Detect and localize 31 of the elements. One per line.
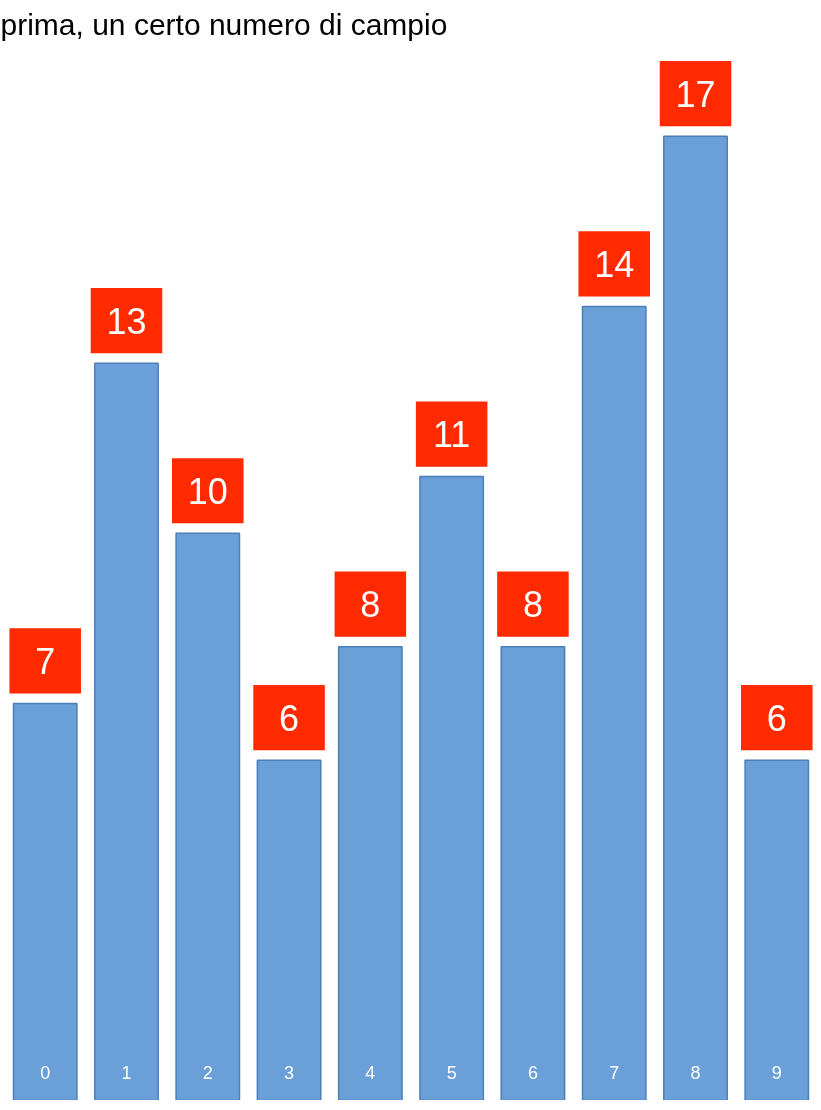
x-tick-label: 9 (771, 1062, 782, 1083)
x-tick-label: 8 (690, 1062, 701, 1083)
data-label: 8 (522, 584, 543, 626)
x-tick-label: 5 (446, 1062, 457, 1083)
data-label: 6 (279, 697, 300, 739)
x-tick-label: 4 (365, 1062, 376, 1083)
data-label: 14 (594, 243, 635, 285)
data-label: 13 (106, 300, 147, 342)
data-label: 10 (187, 470, 228, 512)
bar (256, 759, 322, 1100)
bar (500, 645, 566, 1100)
x-tick-label: 7 (609, 1062, 620, 1083)
bar (337, 645, 403, 1100)
bar (744, 759, 810, 1100)
data-label: 17 (675, 73, 716, 115)
x-tick-label: 6 (527, 1062, 538, 1083)
data-label: 8 (360, 584, 381, 626)
data-label: 11 (432, 414, 471, 456)
chart-title: prima, un certo numero di campio (0, 7, 448, 41)
bar (94, 362, 159, 1100)
data-label: 6 (766, 697, 787, 739)
bar (175, 532, 241, 1100)
x-tick-label: 0 (40, 1062, 51, 1083)
bar (12, 702, 78, 1100)
x-tick-label: 1 (121, 1062, 132, 1083)
data-label: 7 (35, 640, 56, 682)
bar (419, 475, 485, 1100)
x-tick-label: 3 (284, 1062, 295, 1083)
bar (663, 135, 728, 1100)
bar (581, 305, 647, 1100)
x-tick-label: 2 (202, 1062, 213, 1083)
